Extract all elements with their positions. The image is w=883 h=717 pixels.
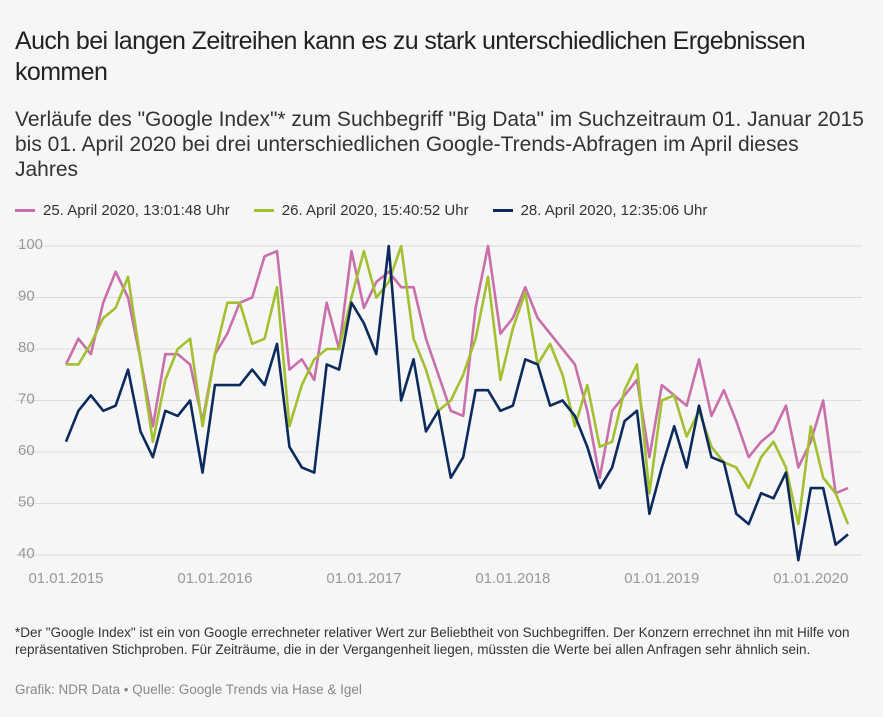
legend-swatch	[492, 209, 513, 212]
y-tick-label: 100	[18, 236, 43, 253]
x-tick-label: 01.01.2015	[28, 570, 103, 587]
x-tick-label: 01.01.2017	[326, 570, 401, 587]
x-tick-label: 01.01.2020	[773, 570, 848, 587]
x-tick-label: 01.01.2019	[624, 570, 699, 587]
credit: Grafik: NDR Data • Quelle: Google Trends…	[15, 682, 362, 697]
legend-item: 28. April 2020, 12:35:06 Uhr	[492, 202, 708, 219]
series-line	[64, 244, 849, 562]
legend-label: 25. April 2020, 13:01:48 Uhr	[43, 202, 230, 219]
series-line	[64, 244, 849, 495]
legend-item: 26. April 2020, 15:40:52 Uhr	[253, 202, 469, 219]
y-tick-label: 50	[18, 493, 35, 510]
legend-label: 26. April 2020, 15:40:52 Uhr	[281, 202, 469, 219]
chart-subtitle: Verläufe des "Google Index"* zum Suchbeg…	[15, 108, 864, 181]
legend-swatch	[15, 209, 35, 212]
y-tick-label: 90	[18, 287, 35, 304]
x-tick-label: 01.01.2016	[177, 570, 252, 587]
legend-item: 25. April 2020, 13:01:48 Uhr	[15, 202, 230, 219]
footnote: *Der "Google Index" ist ein von Google e…	[15, 625, 850, 657]
series-line	[66, 244, 850, 526]
legend-label: 28. April 2020, 12:35:06 Uhr	[520, 202, 708, 219]
y-tick-label: 40	[18, 545, 35, 562]
legend-swatch	[253, 209, 274, 212]
y-tick-label: 80	[18, 339, 35, 356]
y-tick-label: 60	[18, 442, 35, 459]
legend: 25. April 2020, 13:01:48 Uhr 26. April 20…	[15, 202, 707, 219]
y-tick-label: 70	[18, 390, 35, 407]
chart-title: Auch bei langen Zeitreihen kann es zu st…	[15, 27, 806, 86]
x-tick-label: 01.01.2018	[475, 570, 550, 587]
